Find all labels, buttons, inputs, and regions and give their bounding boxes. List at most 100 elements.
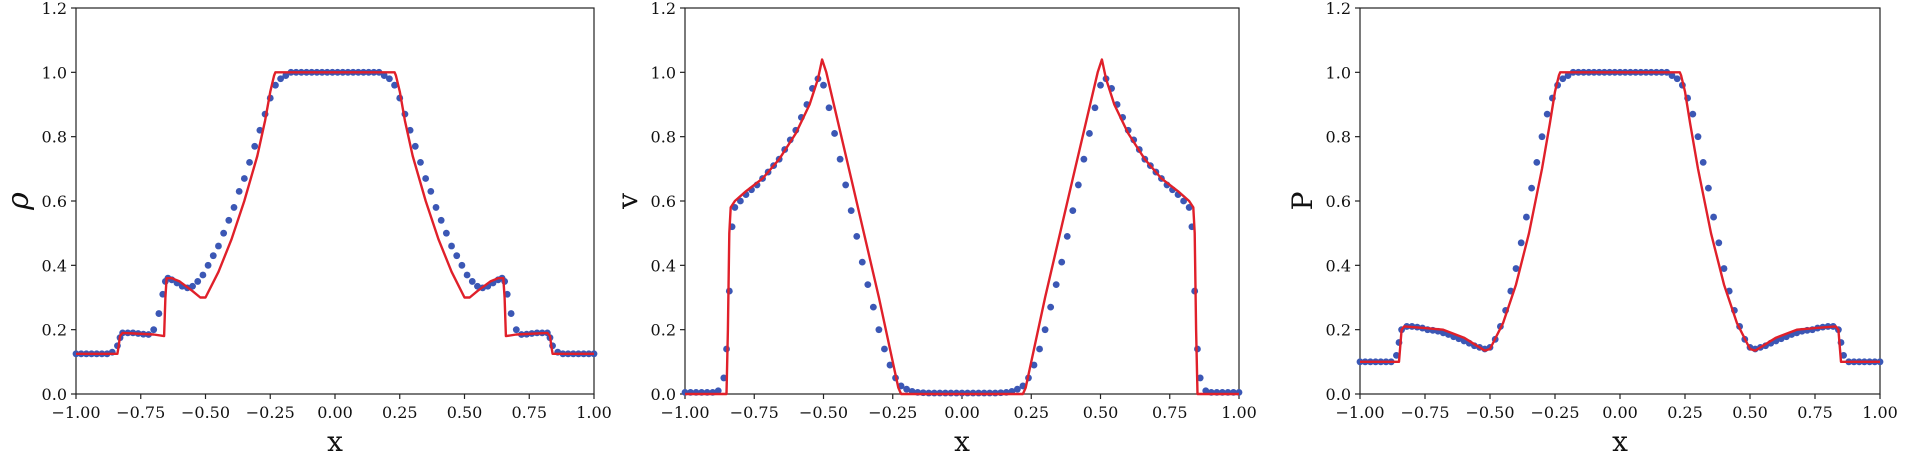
data-point xyxy=(474,282,481,290)
data-point xyxy=(422,175,430,182)
data-point xyxy=(1699,159,1707,166)
x-tick-label: 0.75 xyxy=(511,403,547,422)
data-point xyxy=(512,326,520,334)
x-tick-label: −0.75 xyxy=(1400,403,1449,422)
y-tick-label: 0.8 xyxy=(42,128,67,147)
data-point xyxy=(468,278,476,285)
y-tick-label: 0.8 xyxy=(651,128,676,147)
data-point xyxy=(847,207,855,215)
data-point xyxy=(225,216,233,224)
velocity-plot-frame xyxy=(684,7,1240,395)
data-point xyxy=(1689,110,1697,118)
data-point xyxy=(831,130,838,137)
x-tick-label: −0.50 xyxy=(1465,403,1514,422)
data-point xyxy=(458,261,466,269)
y-axis-label: ρ xyxy=(1,192,36,211)
x-axis-label: x xyxy=(954,425,970,455)
data-point xyxy=(1041,326,1049,334)
x-tick-label: 0.25 xyxy=(1667,403,1703,422)
data-point xyxy=(204,261,212,269)
reference-line xyxy=(1360,71,1880,363)
x-tick-label: 0.25 xyxy=(1013,403,1049,422)
data-point xyxy=(1512,265,1520,272)
data-point xyxy=(1720,265,1728,272)
x-tick-label: 1.00 xyxy=(1221,403,1257,422)
data-point xyxy=(240,175,248,182)
x-tick-label: −1.00 xyxy=(1335,403,1384,422)
y-axis-label: v xyxy=(611,193,644,210)
y-tick-label: 0.4 xyxy=(42,256,67,275)
x-tick-label: 1.00 xyxy=(576,403,612,422)
data-point xyxy=(1052,281,1060,289)
x-tick-label: 0.50 xyxy=(447,403,483,422)
x-tick-label: 0.50 xyxy=(1732,403,1768,422)
x-tick-label: −0.50 xyxy=(799,403,848,422)
data-point xyxy=(1047,303,1055,311)
data-point xyxy=(1180,197,1187,205)
data-point xyxy=(209,252,217,260)
y-tick-label: 0.2 xyxy=(651,321,676,340)
data-point xyxy=(1694,133,1702,141)
data-point xyxy=(215,242,222,250)
data-point xyxy=(1063,232,1071,240)
y-tick-label: 1.0 xyxy=(42,63,67,82)
x-tick-label: −0.75 xyxy=(730,403,779,422)
data-point xyxy=(842,181,850,189)
data-point xyxy=(1069,207,1077,215)
y-tick-label: 1.0 xyxy=(651,63,676,82)
data-point xyxy=(1097,81,1104,89)
data-point xyxy=(199,271,207,279)
data-point xyxy=(391,81,398,89)
data-point xyxy=(836,155,844,163)
y-tick-label: 0.4 xyxy=(651,256,676,275)
data-point xyxy=(411,142,419,150)
data-point xyxy=(272,81,279,89)
data-point xyxy=(881,345,888,353)
y-tick-label: 1.0 xyxy=(1326,63,1351,82)
panel-velocity: −1.00 −0.75 −0.50 −0.25 0.00 0.25 0.50 0.75 1.00… xyxy=(611,0,1257,455)
y-tick-label: 0.0 xyxy=(651,385,676,404)
x-axis-label: x xyxy=(327,425,343,455)
data-point xyxy=(1668,72,1676,79)
data-point xyxy=(230,204,238,211)
data-point xyxy=(1058,258,1066,266)
y-tick-label: 1.2 xyxy=(1326,0,1351,18)
data-point xyxy=(1559,75,1567,83)
data-point xyxy=(380,72,388,79)
data-point xyxy=(194,278,202,285)
x-tick-label: 0.75 xyxy=(1152,403,1188,422)
data-point xyxy=(1074,181,1082,189)
data-point xyxy=(1030,361,1038,369)
data-point xyxy=(453,252,461,260)
data-point xyxy=(189,282,196,290)
data-point xyxy=(1564,72,1572,79)
data-point xyxy=(1091,104,1099,112)
data-point xyxy=(385,75,393,83)
x-tick-label: 0.00 xyxy=(317,403,353,422)
x-tick-label: −0.25 xyxy=(1530,403,1579,422)
data-point xyxy=(737,197,744,205)
data-point xyxy=(858,258,866,266)
data-point xyxy=(417,159,424,166)
data-point xyxy=(1533,159,1541,166)
data-point xyxy=(1710,213,1717,221)
data-point xyxy=(432,204,440,211)
x-tick-label: −0.25 xyxy=(868,403,917,422)
data-point xyxy=(1196,374,1204,382)
data-point xyxy=(437,216,445,224)
data-point xyxy=(820,81,827,89)
data-point xyxy=(1393,352,1400,359)
data-point xyxy=(1202,387,1210,395)
data-point xyxy=(155,310,163,317)
data-point xyxy=(1080,155,1088,163)
data-point xyxy=(507,310,515,317)
x-tick-label: 0.00 xyxy=(944,403,980,422)
y-axis-label: P xyxy=(1286,192,1319,211)
data-point xyxy=(714,387,722,395)
data-point xyxy=(1538,133,1546,141)
data-point xyxy=(903,385,910,393)
data-point xyxy=(1543,110,1551,118)
density-plot-frame xyxy=(75,7,595,395)
y-tick-label: 0.0 xyxy=(42,385,67,404)
